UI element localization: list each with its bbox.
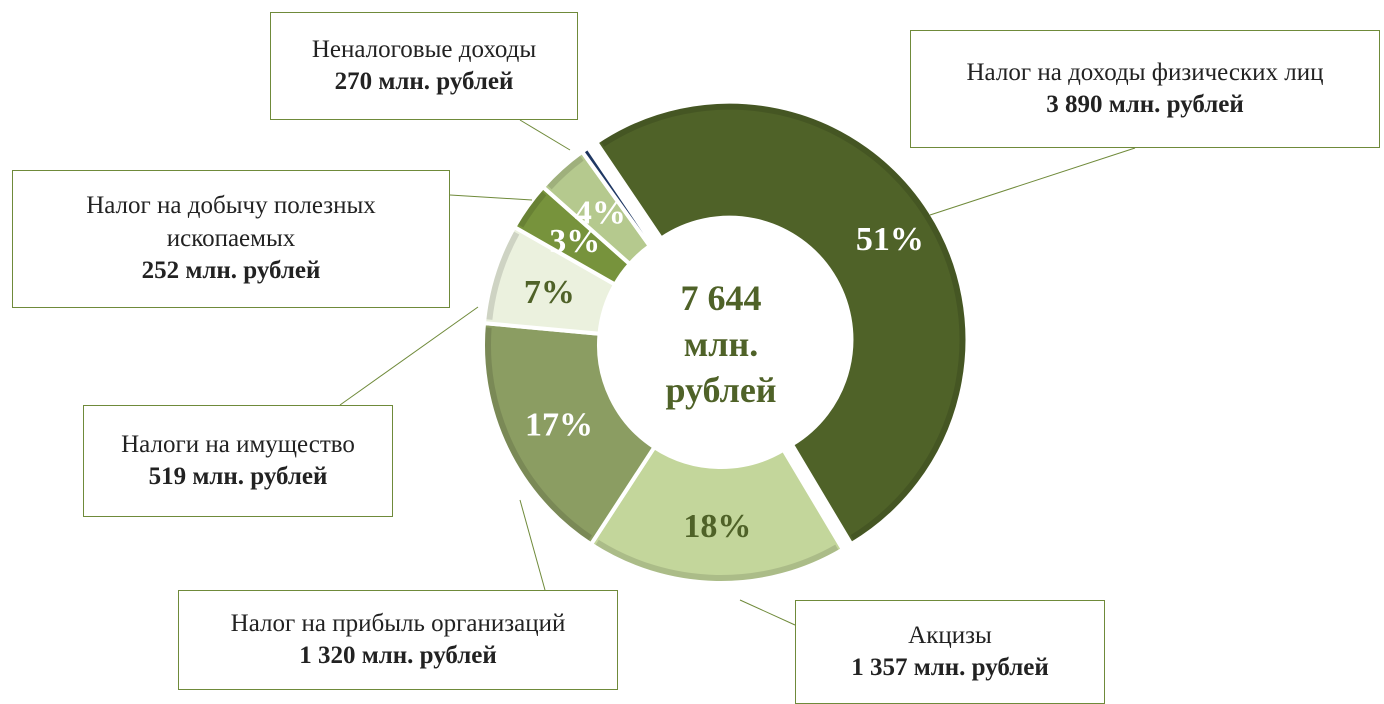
total-label: рублей (665, 370, 776, 410)
percent-label: 18% (683, 508, 751, 545)
slice-inner (518, 191, 547, 228)
category-label: Акцизы (908, 621, 992, 649)
slice-group: 18% (588, 444, 846, 585)
value-label: 270 млн. рублей (334, 68, 514, 95)
slice-inner (595, 539, 839, 581)
leader-line (519, 119, 571, 151)
slice-inner (485, 327, 593, 541)
percent-label: 7% (524, 274, 575, 311)
category-label: Налоги на имущество (121, 430, 355, 458)
slice-group: 51% (593, 99, 970, 547)
slice-group: 17% (481, 320, 658, 548)
slice (593, 99, 970, 547)
value-label: 1 357 млн. рублей (851, 654, 1049, 681)
category-label: Неналоговые доходы (311, 35, 537, 63)
category-label: Налог на прибыль организаций (230, 609, 566, 637)
leader-line (519, 499, 546, 591)
label-box: Налог на доходы физических лиц 3 890 млн.… (910, 30, 1380, 148)
percent-label: 17% (525, 406, 593, 443)
value-label: 252 млн. рублей (141, 257, 321, 285)
slice (481, 320, 658, 548)
slice-inner (600, 103, 966, 541)
leader-line (449, 194, 533, 201)
total-label: 7 644 (681, 278, 762, 318)
slice (579, 144, 656, 249)
leader-line (739, 599, 796, 626)
slice-inner (547, 155, 584, 190)
leader-line (929, 147, 1136, 216)
leader-line (339, 306, 479, 406)
label-box: Налог на добычу полезных ископаемых 252 м… (12, 170, 450, 308)
category-label: Налог на добычу полезных ископаемых (86, 192, 376, 252)
total-label: млн. (684, 324, 758, 364)
slice-inner (585, 150, 591, 157)
label-box: Налоги на имущество 519 млн. рублей (83, 405, 393, 517)
category-label: Налог на доходы физических лиц (966, 58, 1324, 86)
slice (588, 444, 846, 585)
value-label: 1 320 млн. рублей (299, 642, 497, 669)
slice-inner (486, 231, 520, 320)
label-box: Акцизы 1 357 млн. рублей (795, 600, 1105, 704)
value-label: 519 млн. рублей (148, 463, 328, 490)
value-label: 3 890 млн. рублей (1046, 91, 1244, 118)
percent-label: 51% (856, 221, 924, 258)
slice-group: 7% (481, 224, 618, 336)
slice-group (579, 144, 656, 249)
label-box: Неналоговые доходы 270 млн. рублей (270, 12, 578, 120)
label-box: Налог на прибыль организаций 1 320 млн. р… (178, 590, 618, 690)
